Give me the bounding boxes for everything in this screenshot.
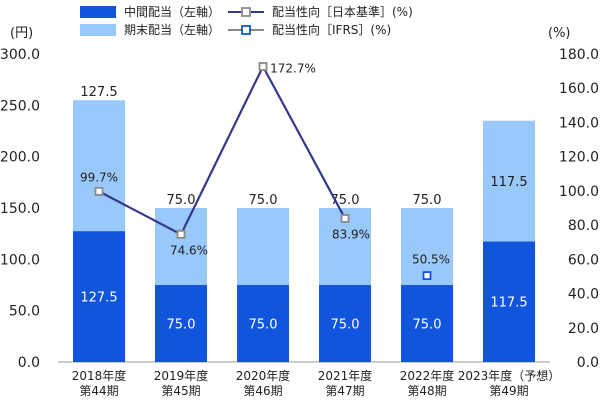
y-left-tick: 100.0	[0, 252, 40, 268]
y-left-tick: 200.0	[0, 150, 40, 166]
bar-yearend-label: 75.0	[413, 193, 442, 208]
bar-interim	[155, 285, 207, 362]
x-tick-label-year: 2023年度（予想）	[458, 368, 561, 383]
y-right-tick: 40.0	[568, 287, 599, 303]
legend-label: 配当性向［IFRS］(%)	[272, 22, 391, 37]
payout-ratio-jgaap-label: 74.6%	[170, 243, 208, 257]
bar-yearend-label: 75.0	[167, 193, 196, 208]
legend-label: 期末配当（左軸）	[124, 22, 220, 37]
legend-label: 中間配当（左軸）	[124, 4, 220, 19]
legend-label: 配当性向［日本基準］(%)	[272, 4, 413, 19]
legend-marker	[241, 7, 251, 17]
y-left-tick: 0.0	[18, 355, 40, 371]
x-tick-label-period: 第47期	[325, 384, 364, 398]
bar-interim-label: 75.0	[167, 318, 196, 333]
x-tick-label-period: 第46期	[243, 384, 282, 398]
y-right-tick: 100.0	[559, 184, 599, 200]
payout-ratio-jgaap-point	[340, 214, 350, 223]
bar-interim-label: 127.5	[80, 291, 117, 306]
y-left-tick: 50.0	[9, 304, 40, 320]
payout-ratio-jgaap-point	[94, 187, 104, 196]
payout-ratio-jgaap-line	[98, 64, 346, 236]
bar-interim-label: 75.0	[413, 318, 442, 333]
bar-interim	[319, 285, 371, 362]
payout-ratio-jgaap-point	[258, 62, 268, 71]
bar-interim-label: 75.0	[331, 318, 360, 333]
y-left-tick: 150.0	[0, 201, 40, 217]
bar-yearend-label: 127.5	[80, 85, 117, 100]
y-left-tick: 250.0	[0, 98, 40, 114]
payout-ratio-ifrs-label: 50.5%	[412, 253, 450, 267]
y-left-unit: (円)	[10, 26, 33, 41]
bar-yearend	[237, 208, 289, 285]
x-tick-label-year: 2019年度	[154, 368, 209, 383]
y-right-tick: 120.0	[559, 150, 599, 166]
x-tick-label-period: 第45期	[161, 384, 200, 398]
x-tick-label-year: 2021年度	[318, 368, 373, 383]
y-right-tick: 180.0	[559, 47, 599, 63]
y-right-tick: 80.0	[568, 218, 599, 234]
bar-interim-label: 75.0	[249, 318, 278, 333]
payout-ratio-jgaap-point	[176, 229, 186, 239]
legend-swatch	[80, 6, 116, 18]
payout-ratio-jgaap-label: 99.7%	[80, 170, 118, 184]
x-tick-label-period: 第44期	[79, 384, 118, 398]
bar-yearend	[155, 208, 207, 285]
x-tick-label-period: 第48期	[407, 384, 446, 398]
legend-swatch	[80, 24, 116, 36]
bar-interim	[237, 285, 289, 362]
x-tick-label-year: 2018年度	[72, 368, 127, 383]
x-tick-label-year: 2020年度	[236, 368, 291, 383]
y-left-tick: 300.0	[0, 47, 40, 63]
legend-marker	[241, 25, 251, 35]
y-right-tick: 60.0	[568, 252, 599, 268]
x-tick-label-period: 第49期	[489, 384, 528, 398]
y-right-tick: 0.0	[577, 355, 599, 371]
bar-yearend-label: 75.0	[249, 193, 278, 208]
y-right-tick: 160.0	[559, 81, 599, 97]
bar-interim	[73, 231, 125, 362]
x-tick-label-year: 2022年度	[400, 368, 455, 383]
bar-interim	[483, 241, 535, 362]
bar-yearend	[483, 120, 535, 242]
payout-ratio-ifrs-point	[422, 271, 432, 280]
bar-yearend-label: 117.5	[490, 175, 527, 190]
y-right-tick: 20.0	[568, 321, 599, 337]
y-right-tick: 140.0	[559, 115, 599, 131]
y-right-unit: (%)	[548, 26, 571, 41]
bar-interim-label: 117.5	[490, 296, 527, 311]
payout-ratio-jgaap-label: 83.9%	[332, 227, 370, 241]
payout-ratio-jgaap-label: 172.7%	[270, 61, 316, 75]
bar-interim	[401, 285, 453, 362]
bar-yearend	[73, 100, 125, 232]
